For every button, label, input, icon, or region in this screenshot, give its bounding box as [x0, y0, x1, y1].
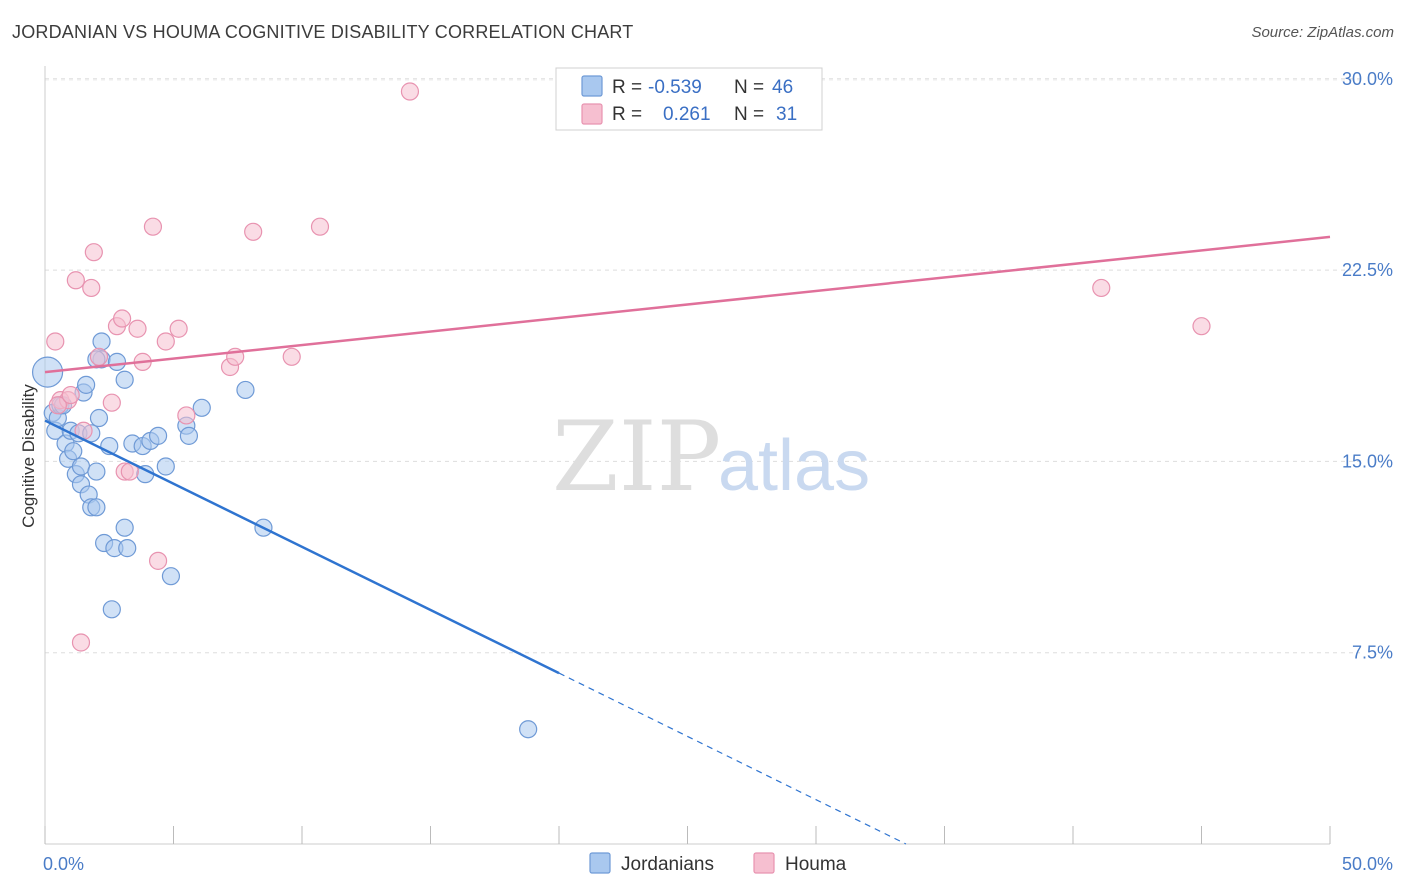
data-point-jordanians-35 [148, 426, 168, 445]
data-point-jordanians-41 [236, 380, 255, 400]
series-legend-label-jordanians: Jordanians [621, 854, 714, 875]
trend-line-houma [44, 235, 1331, 374]
legend-r-label-houma: R = [612, 104, 642, 125]
legend-n-value-houma: 31 [776, 104, 797, 125]
data-point-houma-27 [1092, 278, 1111, 298]
series-legend-label-houma: Houma [785, 854, 847, 875]
points-layer [31, 82, 1211, 739]
data-point-houma-4 [71, 633, 91, 652]
data-point-jordanians-40 [192, 398, 211, 417]
data-point-jordanians-29 [115, 518, 134, 537]
grid-layer [45, 78, 1360, 654]
trend-lines-layer [44, 235, 1331, 845]
legend-n-label-houma: N = [734, 104, 764, 125]
data-point-houma-19 [169, 319, 188, 338]
data-point-houma-17 [148, 551, 168, 570]
axes-layer [44, 66, 1331, 845]
data-point-houma-25 [310, 217, 330, 236]
data-point-houma-3 [66, 271, 85, 290]
data-point-houma-29 [48, 396, 67, 415]
data-point-jordanians-27 [107, 352, 127, 371]
data-point-houma-28 [1192, 317, 1211, 336]
chart-title: JORDANIAN VS HOUMA COGNITIVE DISABILITY … [12, 22, 634, 42]
watermark-zip: ZIP [552, 401, 721, 513]
data-point-jordanians-21 [89, 408, 109, 428]
data-point-houma-24 [282, 347, 301, 366]
data-point-jordanians-20 [87, 462, 106, 481]
data-point-jordanians-45 [519, 720, 538, 739]
watermark: ZIP atlas [552, 401, 870, 513]
data-point-jordanians-36 [156, 457, 175, 476]
y-tick-label-1: 15.0% [1342, 451, 1393, 471]
data-point-houma-18 [156, 332, 175, 351]
y-tick-label-3: 30.0% [1342, 69, 1393, 89]
data-point-houma-16 [143, 217, 163, 236]
data-point-jordanians-9 [64, 442, 83, 461]
y-tick-label-2: 22.5% [1342, 260, 1393, 280]
legend-n-value-jordanians: 46 [772, 77, 793, 98]
data-point-houma-11 [112, 309, 132, 328]
data-point-jordanians-30 [118, 539, 137, 558]
legend-r-value-houma: 0.261 [663, 104, 711, 125]
data-point-jordanians-37 [161, 567, 181, 586]
trend-line-extension-jordanians [558, 672, 907, 845]
data-point-houma-30 [61, 385, 80, 405]
x-tick-label-1: 50.0% [1342, 854, 1393, 874]
data-point-houma-7 [84, 243, 103, 262]
series-legend-swatch-jordanians [589, 852, 611, 874]
y-tick-label-0: 7.5% [1352, 643, 1393, 663]
source-label: Source: ZipAtlas.com [1251, 24, 1394, 41]
series-legend-swatch-houma [753, 852, 775, 874]
legend-swatch-jordanians [581, 75, 603, 97]
stats-legend: R = -0.539 N = 46 R = 0.261 N = 31 [555, 67, 823, 131]
data-point-jordanians-13 [71, 457, 91, 476]
data-point-houma-14 [128, 319, 147, 338]
data-point-jordanians-39 [179, 426, 199, 445]
data-point-houma-9 [102, 393, 121, 412]
data-point-houma-6 [82, 278, 101, 298]
legend-r-label-jordanians: R = [612, 77, 642, 98]
data-point-houma-0 [46, 332, 65, 351]
data-point-houma-23 [244, 222, 263, 241]
data-point-houma-20 [177, 406, 196, 425]
legend-n-label-jordanians: N = [734, 77, 764, 98]
trend-line-jordanians [44, 419, 560, 675]
tick-labels-layer: 7.5% 15.0% 22.5% 30.0% 0.0% 50.0% [43, 69, 1393, 874]
data-point-jordanians-44 [92, 332, 111, 351]
legend-swatch-houma [581, 103, 603, 125]
data-point-jordanians-25 [102, 600, 121, 619]
series-legend: Jordanians Houma [589, 852, 847, 875]
data-point-jordanians-19 [87, 498, 106, 517]
data-point-jordanians-28 [115, 370, 134, 389]
watermark-atlas: atlas [718, 426, 870, 506]
data-point-jordanians-15 [77, 375, 96, 394]
x-tick-label-0: 0.0% [43, 854, 84, 874]
data-point-houma-26 [400, 82, 420, 101]
legend-r-value-jordanians: -0.539 [648, 77, 702, 98]
y-axis-title: Cognitive Disability [19, 384, 38, 528]
data-point-houma-8 [89, 347, 109, 366]
